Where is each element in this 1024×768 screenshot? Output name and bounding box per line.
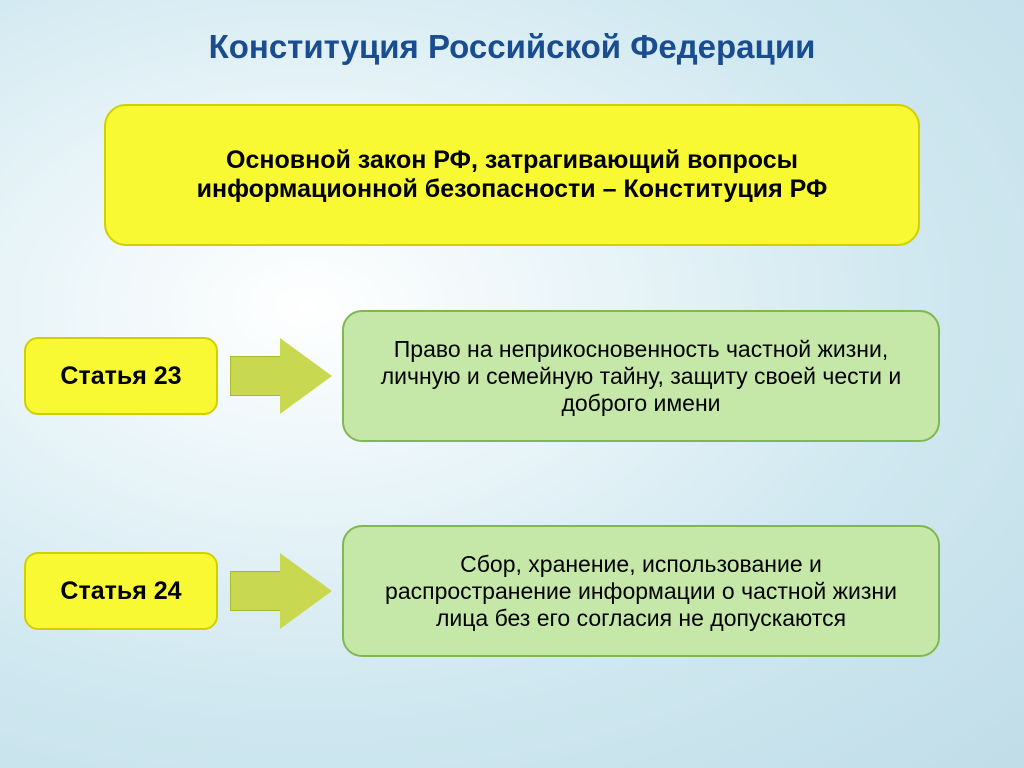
arrow-shaft-2 xyxy=(230,571,280,611)
main-law-box: Основной закон РФ, затрагивающий вопросы… xyxy=(104,104,920,246)
article-content-1: Право на неприкосновенность частной жизн… xyxy=(342,310,940,442)
arrow-head-2 xyxy=(280,553,332,629)
article-label-2: Статья 24 xyxy=(24,552,218,630)
arrow-head-1 xyxy=(280,338,332,414)
slide-title-text: Конституция Российской Федерации xyxy=(209,28,816,65)
article-content-2: Сбор, хранение, использование и распрост… xyxy=(342,525,940,657)
article-label-1: Статья 23 xyxy=(24,337,218,415)
arrow-shaft-1 xyxy=(230,356,280,396)
main-law-text: Основной закон РФ, затрагивающий вопросы… xyxy=(136,146,888,204)
slide-title: Конституция Российской Федерации xyxy=(0,0,1024,66)
